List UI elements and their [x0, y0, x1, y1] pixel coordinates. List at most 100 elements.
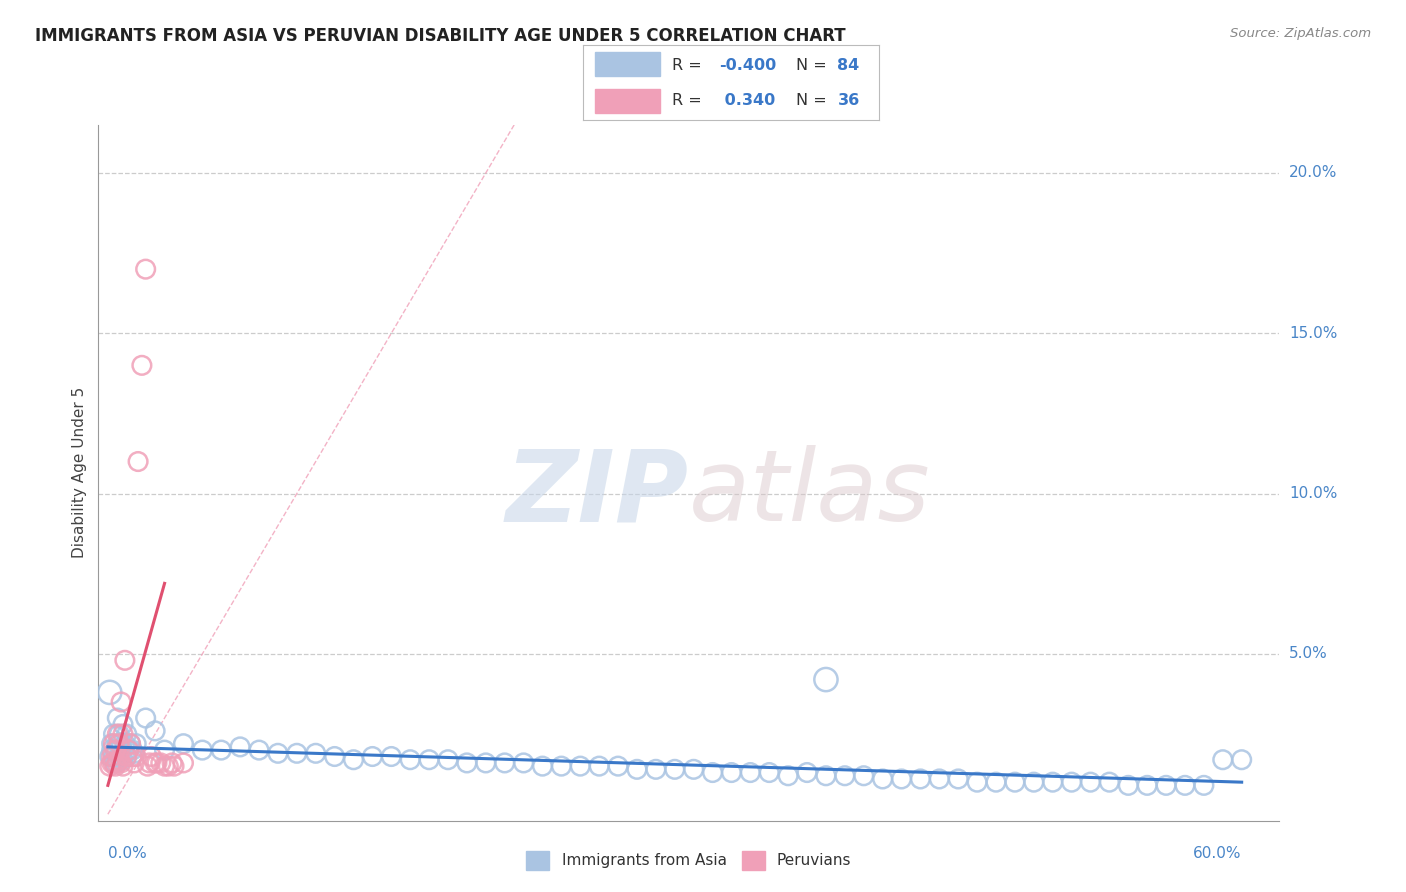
Point — [1022, 775, 1045, 789]
Bar — [595, 88, 661, 112]
Point — [644, 762, 666, 776]
Point — [285, 747, 308, 761]
Point — [110, 737, 132, 751]
Point — [1230, 753, 1253, 767]
Point — [105, 756, 128, 770]
Point — [342, 753, 364, 767]
Point — [852, 769, 875, 783]
Point — [209, 743, 232, 757]
Point — [267, 747, 290, 761]
Point — [110, 756, 132, 770]
Point — [127, 454, 149, 468]
Point — [98, 685, 121, 699]
Point — [702, 765, 724, 780]
Point — [872, 772, 894, 786]
Point — [796, 765, 818, 780]
Point — [105, 727, 128, 741]
Point — [105, 753, 128, 767]
Text: IMMIGRANTS FROM ASIA VS PERUVIAN DISABILITY AGE UNDER 5 CORRELATION CHART: IMMIGRANTS FROM ASIA VS PERUVIAN DISABIL… — [35, 27, 846, 45]
Point — [1116, 778, 1139, 792]
Point — [834, 769, 856, 783]
Point — [153, 759, 176, 773]
Point — [105, 711, 128, 725]
Point — [153, 743, 176, 757]
Point — [1080, 775, 1102, 789]
Point — [550, 759, 572, 773]
Text: 15.0%: 15.0% — [1289, 326, 1337, 341]
Point — [108, 727, 131, 741]
Point — [157, 759, 180, 773]
Point — [1042, 775, 1064, 789]
Point — [1136, 778, 1159, 792]
Text: 10.0%: 10.0% — [1289, 486, 1337, 501]
Point — [124, 747, 146, 761]
Point — [114, 737, 136, 751]
Point — [814, 769, 837, 783]
Point — [103, 727, 125, 741]
Point — [160, 756, 183, 770]
Point — [124, 756, 146, 770]
Point — [103, 749, 125, 764]
Point — [664, 762, 686, 776]
Point — [1174, 778, 1197, 792]
Point — [104, 743, 127, 757]
Point — [110, 749, 132, 764]
Point — [104, 743, 127, 757]
Point — [172, 737, 194, 751]
Point — [966, 775, 988, 789]
Point — [380, 749, 402, 764]
Point — [890, 772, 912, 786]
Point — [111, 759, 134, 773]
Point — [98, 759, 121, 773]
Point — [758, 765, 780, 780]
Point — [100, 749, 122, 764]
Point — [361, 749, 384, 764]
Point — [149, 756, 172, 770]
Point — [172, 756, 194, 770]
Point — [100, 756, 122, 770]
Text: 60.0%: 60.0% — [1194, 847, 1241, 862]
Point — [229, 739, 252, 754]
Point — [910, 772, 932, 786]
Point — [305, 747, 328, 761]
Point — [247, 743, 270, 757]
Text: 20.0%: 20.0% — [1289, 166, 1337, 180]
Point — [100, 743, 122, 757]
Point — [138, 756, 160, 770]
Point — [588, 759, 610, 773]
Legend: Immigrants from Asia, Peruvians: Immigrants from Asia, Peruvians — [520, 845, 858, 876]
Point — [191, 743, 214, 757]
Point — [110, 695, 132, 709]
Point — [115, 749, 138, 764]
Point — [418, 753, 440, 767]
Point — [399, 753, 422, 767]
Point — [105, 737, 128, 751]
Point — [104, 759, 127, 773]
Text: N =: N = — [796, 58, 832, 72]
Point — [100, 737, 122, 751]
Point — [607, 759, 630, 773]
Text: -0.400: -0.400 — [720, 58, 776, 72]
Point — [143, 723, 166, 738]
Point — [111, 727, 134, 741]
Text: R =: R = — [672, 93, 707, 108]
Point — [136, 759, 159, 773]
Point — [740, 765, 762, 780]
Point — [108, 737, 131, 751]
Text: 5.0%: 5.0% — [1289, 647, 1327, 661]
Point — [115, 749, 138, 764]
Point — [163, 759, 186, 773]
Point — [928, 772, 950, 786]
Point — [146, 756, 169, 770]
Point — [111, 717, 134, 731]
Point — [948, 772, 970, 786]
Point — [108, 753, 131, 767]
Point — [626, 762, 648, 776]
Point — [121, 743, 143, 757]
Point — [118, 743, 141, 757]
Point — [115, 727, 138, 741]
Point — [437, 753, 460, 767]
Point — [104, 756, 127, 770]
Point — [131, 359, 153, 373]
Y-axis label: Disability Age Under 5: Disability Age Under 5 — [72, 387, 87, 558]
